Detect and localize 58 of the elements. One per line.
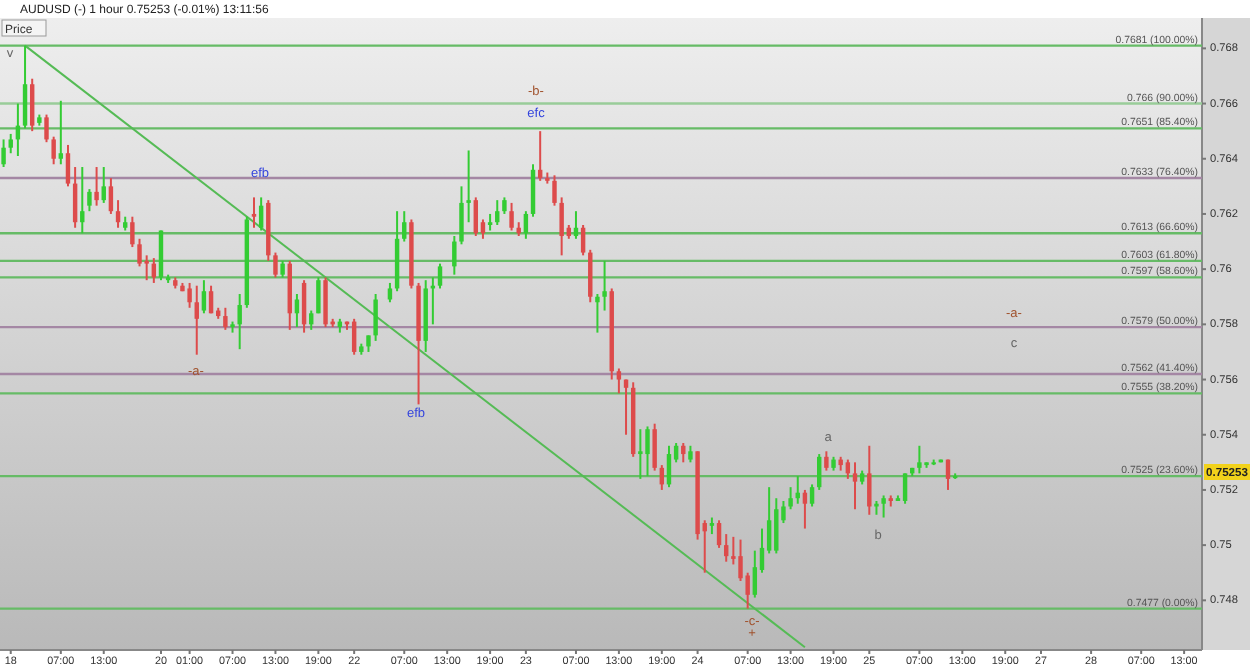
candlestick [495, 199, 500, 226]
candlestick [752, 549, 758, 599]
candlestick [65, 143, 71, 188]
candlestick [58, 99, 64, 166]
candlestick [802, 488, 808, 530]
candlestick [208, 284, 214, 315]
candlestick [323, 276, 328, 329]
candlestick [251, 196, 257, 229]
candlestick [652, 422, 657, 472]
candlestick [473, 196, 479, 238]
candlestick [917, 444, 922, 475]
candlestick [824, 450, 829, 472]
candlestick [437, 262, 443, 290]
candlestick [588, 248, 593, 304]
candlestick [595, 292, 600, 334]
candlestick [509, 201, 514, 232]
candlestick [902, 472, 908, 505]
candlestick [387, 281, 393, 304]
candlestick [373, 292, 378, 342]
candlestick [716, 519, 722, 549]
candlestick [580, 223, 586, 257]
candlestick [115, 199, 121, 229]
candlestick [237, 292, 242, 351]
candlestick [87, 188, 92, 213]
candlestick [809, 483, 815, 508]
candlestick [645, 425, 650, 478]
candlestick [867, 444, 872, 516]
candlestick [552, 174, 557, 207]
candlestick [108, 177, 114, 215]
candlestick [137, 237, 142, 268]
candlestick [8, 132, 13, 155]
candlestick [101, 166, 106, 204]
candlestick [616, 367, 622, 395]
candlestick [201, 279, 207, 315]
candlestick [309, 309, 314, 331]
candlestick [402, 210, 407, 243]
candlestick [316, 276, 321, 315]
candlestick [530, 163, 536, 218]
candlestick [258, 196, 264, 232]
candlestick [22, 44, 28, 130]
candlestick [223, 306, 228, 331]
candlestick [602, 259, 607, 312]
candlestick [29, 77, 35, 133]
candlestick [466, 149, 471, 224]
candlestick [774, 497, 779, 555]
candlestick [187, 281, 192, 309]
candlestick [130, 215, 135, 249]
candlestick [1, 138, 6, 169]
candlestick [881, 494, 886, 519]
candlestick [94, 166, 99, 207]
candlestick [559, 196, 564, 257]
candlestick [788, 486, 793, 511]
candlestick [845, 458, 851, 480]
candlestick [852, 461, 858, 511]
candlestick [194, 284, 199, 356]
candlestick [723, 533, 729, 563]
candlestick [80, 166, 85, 235]
candlestick [638, 428, 643, 480]
